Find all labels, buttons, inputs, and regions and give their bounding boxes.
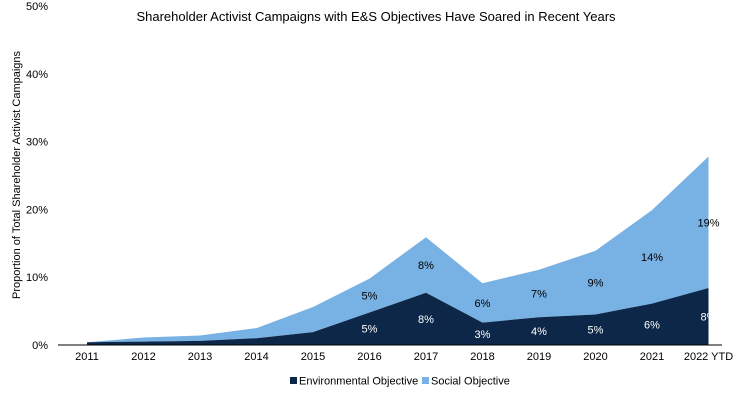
data-label: 7% <box>531 289 547 301</box>
x-tick-label: 2012 <box>131 351 155 363</box>
data-label: 9% <box>588 278 604 290</box>
y-tick-label: 0% <box>32 340 48 352</box>
legend: Environmental Objective Social Objective <box>290 376 510 388</box>
area-social-objective <box>87 156 709 343</box>
x-tick-label: 2017 <box>414 351 438 363</box>
x-tick-label: 2018 <box>470 351 494 363</box>
y-tick-label: 30% <box>26 137 48 149</box>
x-tick-label: 2013 <box>188 351 212 363</box>
area-series-group <box>87 156 709 345</box>
legend-label-environmental: Environmental Objective <box>299 376 418 388</box>
x-tick-label: 2011 <box>75 351 99 363</box>
data-labels-group: 5% 8% 3% 4% 5% 6% 8% 5% 8% 6% 7% 9% 14% 19% <box>362 217 720 340</box>
y-tick-label: 20% <box>26 204 48 216</box>
y-tick-label: 50% <box>26 1 48 13</box>
legend-swatch-social <box>422 377 429 384</box>
x-tick-label: 2015 <box>301 351 325 363</box>
legend-label-social: Social Objective <box>431 376 510 388</box>
x-axis-ticks: 2011 2012 2013 2014 2015 2016 2017 2018 2019 2020… <box>75 351 733 363</box>
data-label: 8% <box>418 314 434 326</box>
data-label: 19% <box>697 217 719 229</box>
y-axis-ticks: 0% 10% 20% 30% 40% 50% <box>26 1 48 352</box>
x-tick-label: 2016 <box>357 351 381 363</box>
data-label: 8% <box>418 260 434 272</box>
x-tick-label: 2019 <box>527 351 551 363</box>
data-label: 6% <box>644 319 660 331</box>
area-environmental-objective <box>87 288 709 345</box>
x-tick-label: 2022 YTD <box>684 351 733 363</box>
y-tick-label: 40% <box>26 69 48 81</box>
data-label: 8% <box>701 312 717 324</box>
y-tick-label: 10% <box>26 272 48 284</box>
data-label: 5% <box>362 324 378 336</box>
x-tick-label: 2014 <box>244 351 268 363</box>
y-axis-label: Proportion of Total Shareholder Activist… <box>11 50 23 299</box>
x-tick-label: 2021 <box>640 351 664 363</box>
data-label: 5% <box>362 291 378 303</box>
data-label: 6% <box>475 298 491 310</box>
data-label: 5% <box>588 325 604 337</box>
chart-title: Shareholder Activist Campaigns with E&S … <box>136 9 616 24</box>
x-tick-label: 2020 <box>583 351 607 363</box>
data-label: 4% <box>531 326 547 338</box>
legend-swatch-environmental <box>290 377 297 384</box>
data-label: 3% <box>475 329 491 341</box>
data-label: 14% <box>641 252 663 264</box>
